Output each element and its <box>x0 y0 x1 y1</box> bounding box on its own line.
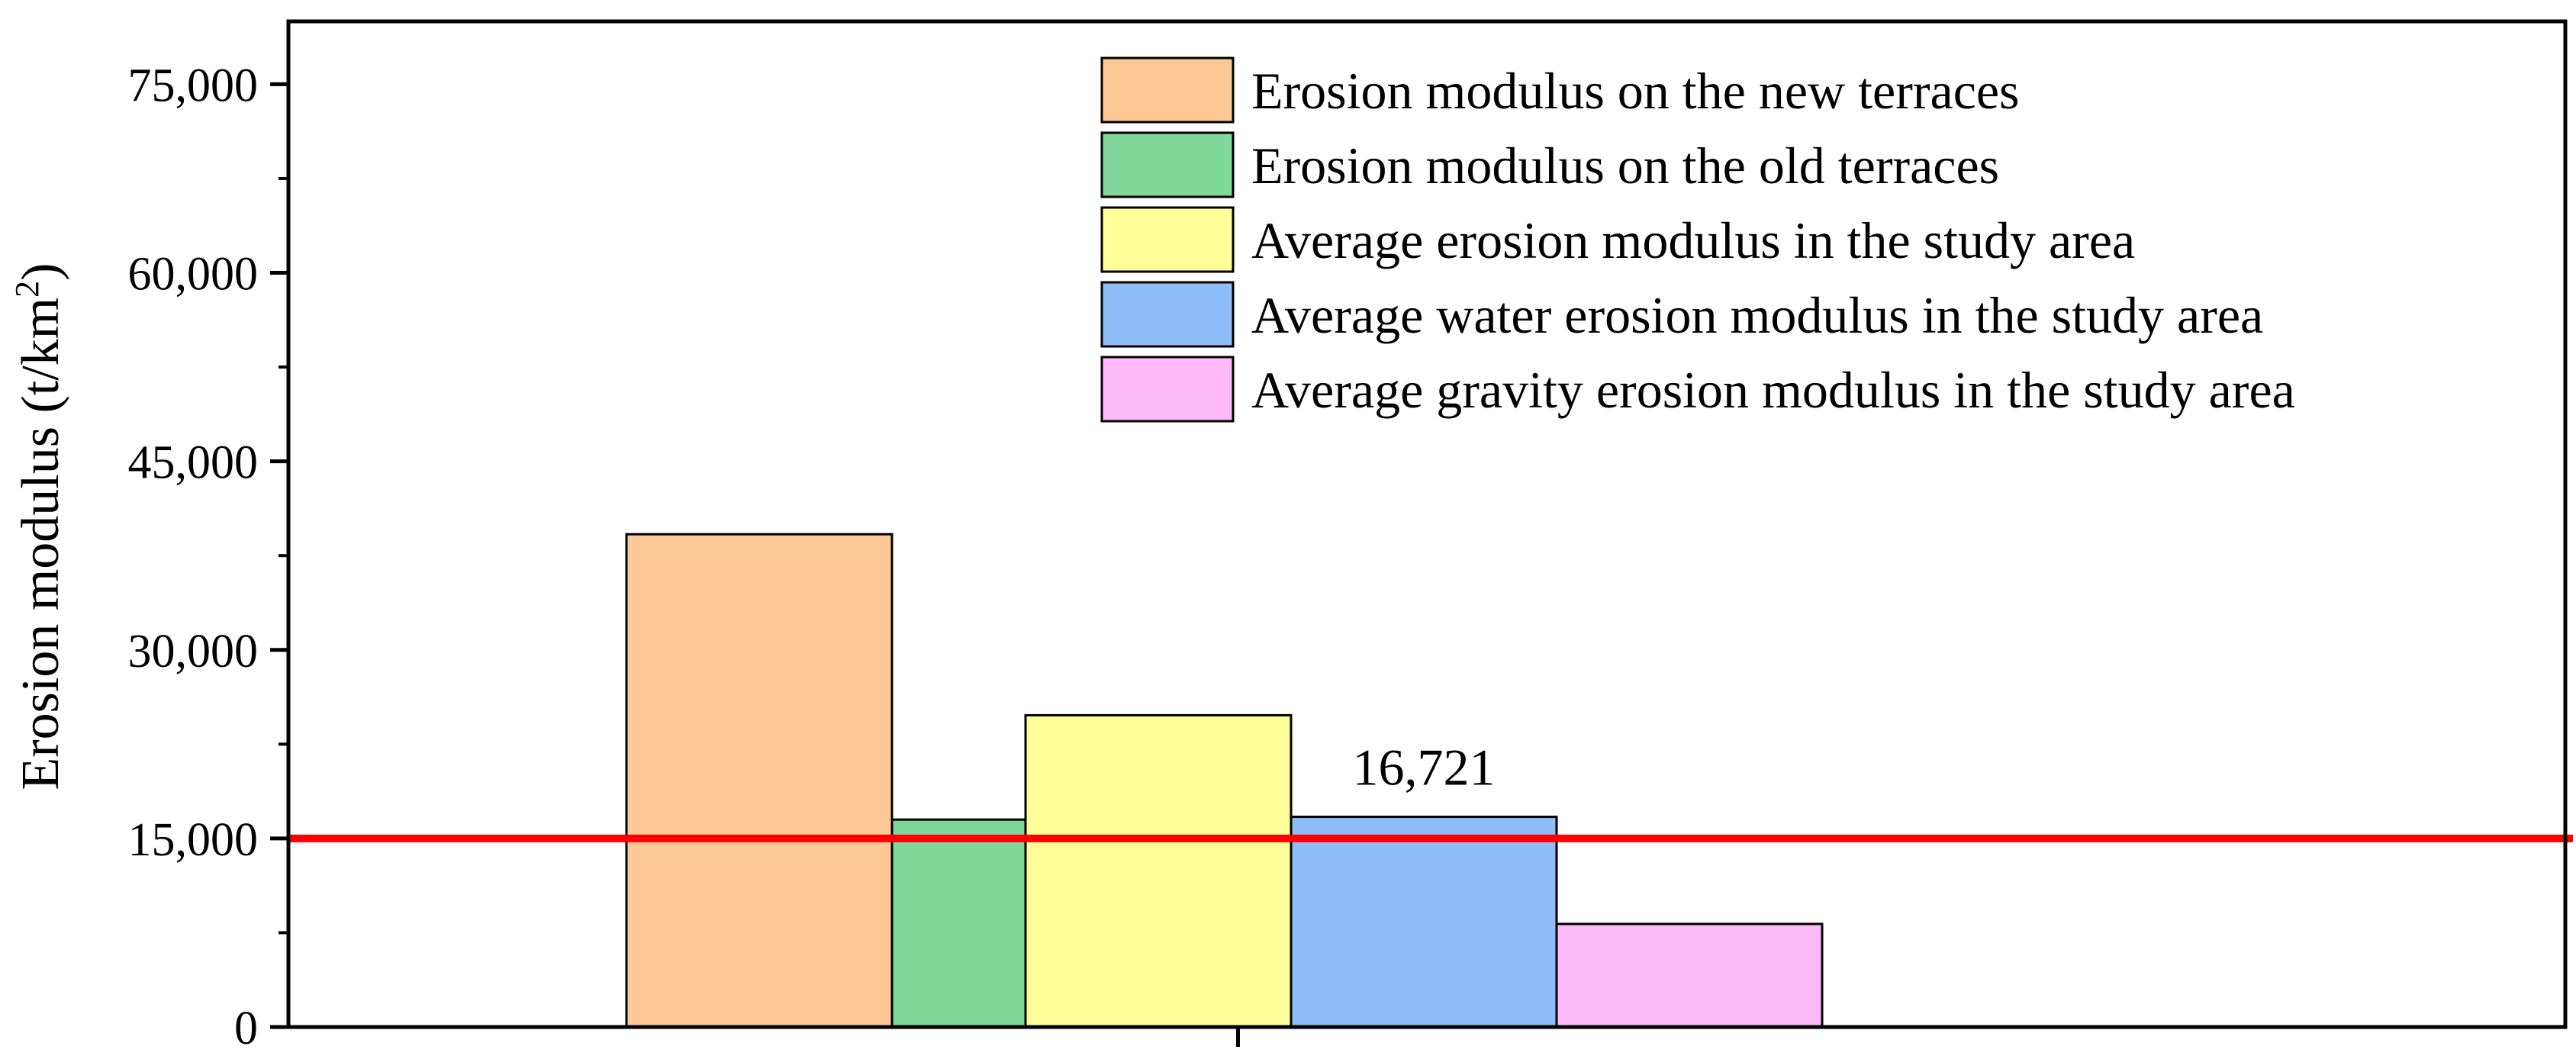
plot-frame <box>286 19 2568 1029</box>
data-labels-layer: 16,721 <box>1353 739 1496 797</box>
legend-swatch <box>1100 56 1235 124</box>
legend-swatch <box>1100 131 1235 198</box>
y-tick-label: 15,000 <box>128 814 259 866</box>
legend-swatch <box>1100 356 1235 423</box>
y-tick-label: 45,000 <box>128 437 259 489</box>
y-tick-label: 30,000 <box>128 626 259 678</box>
bar-2-1 <box>1024 713 1293 1029</box>
axes-layer <box>286 19 2568 1047</box>
legend: Erosion modulus on the new terraces Erosi… <box>1100 56 2295 423</box>
legend-label: Erosion modulus on the old terraces <box>1251 137 1999 195</box>
legend-swatch <box>1100 281 1235 348</box>
y-ticks-layer: 0 15,000 30,000 45,000 60,000 75,000 <box>128 60 288 1054</box>
legend-label: Erosion modulus on the new terraces <box>1251 62 2020 120</box>
y-axis-title: Erosion modulus (t/km2) <box>8 263 70 790</box>
bar-2-2 <box>1290 816 1558 1029</box>
y-tick-label: 0 <box>234 1003 258 1054</box>
bars-layer <box>625 533 1824 1029</box>
legend-label: Average gravity erosion modulus in the s… <box>1251 361 2295 419</box>
y-tick-label: 75,000 <box>128 60 259 111</box>
legend-label: Average erosion modulus in the study are… <box>1251 211 2135 269</box>
legend-swatch <box>1100 206 1235 273</box>
bar-2-3 <box>1555 922 1824 1029</box>
bar-value-label: 16,721 <box>1353 739 1496 797</box>
legend-label: Average water erosion modulus in the stu… <box>1251 286 2263 344</box>
bar-1-1 <box>625 533 894 1029</box>
y-tick-label: 60,000 <box>128 249 259 301</box>
